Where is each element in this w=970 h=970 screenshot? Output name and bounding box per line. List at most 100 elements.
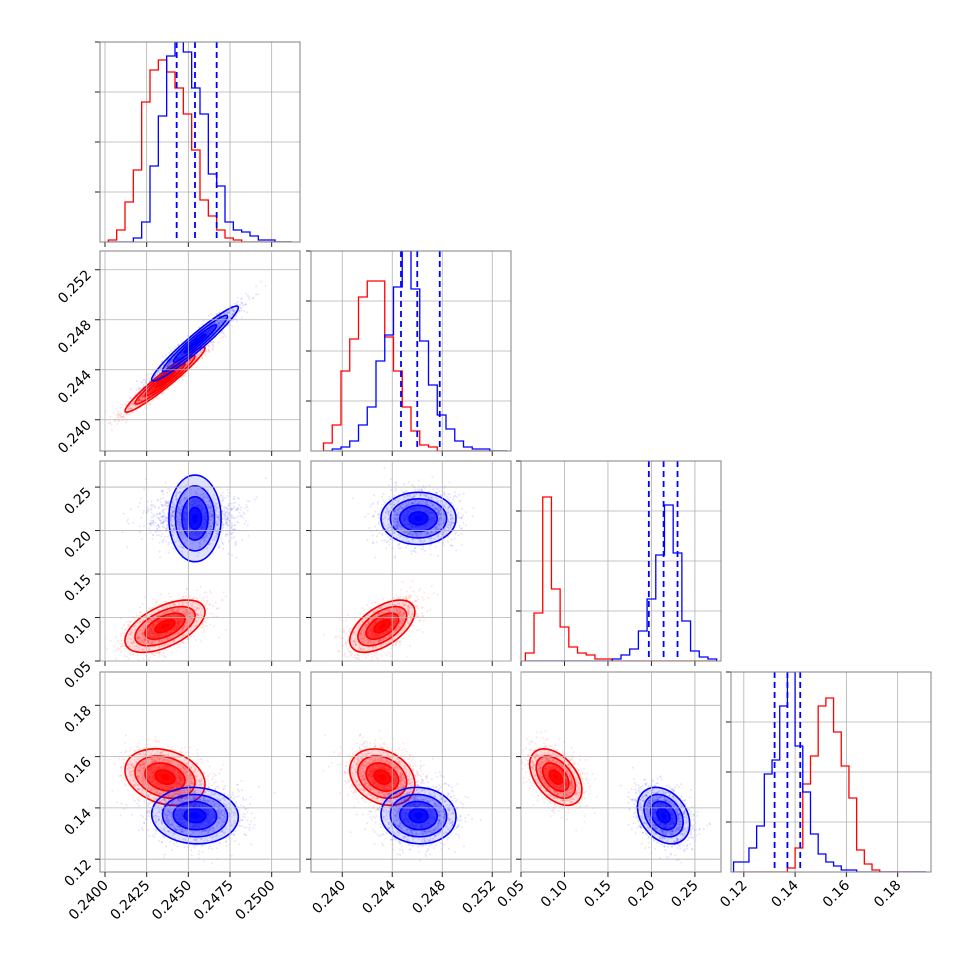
- hist-panel-3: [726, 671, 932, 877]
- hist-panel-0: [95, 41, 301, 247]
- contour: [124, 599, 206, 654]
- contour: [528, 748, 583, 807]
- hist-panel-1: [306, 250, 512, 456]
- panel-frame: [730, 671, 932, 873]
- y-tick-label: 0.252: [55, 267, 95, 307]
- density-red: [124, 748, 206, 807]
- contour: [548, 769, 564, 785]
- contour: [389, 498, 448, 539]
- density-red: [124, 599, 206, 654]
- panel-frame: [520, 460, 722, 662]
- contour: [656, 807, 671, 824]
- histogram-blue: [732, 672, 926, 872]
- density-red: [348, 599, 416, 654]
- y-tick-label: 0.12: [61, 857, 94, 890]
- y-tick-label: 0.16: [61, 754, 94, 787]
- contour: [535, 755, 577, 800]
- contour: [541, 762, 570, 793]
- panel-frame: [310, 250, 512, 452]
- density-blue: [150, 786, 240, 845]
- x-tick-label: 0.2425: [108, 878, 154, 924]
- contour: [380, 491, 457, 546]
- x-tick-label: 0.15: [581, 878, 614, 911]
- x-tick-label: 0.20: [625, 878, 658, 911]
- histogram-red: [322, 280, 508, 451]
- x-tick-label: 0.14: [769, 877, 802, 910]
- contour: [181, 495, 209, 541]
- histogram-red: [524, 496, 717, 661]
- density-blue: [380, 786, 457, 845]
- x-tick-label: 0.10: [538, 878, 571, 911]
- panel-frame: [99, 41, 301, 243]
- contour: [134, 755, 196, 800]
- contour: [380, 786, 457, 845]
- contour: [365, 612, 400, 641]
- contour: [408, 511, 429, 526]
- contour: [643, 793, 684, 838]
- y-tick-label: 0.15: [61, 572, 94, 605]
- density-red: [528, 748, 583, 807]
- contour: [408, 807, 429, 824]
- y-tick-label: 0.10: [61, 615, 94, 648]
- hist-panel-2: [516, 460, 722, 666]
- x-tick-label: 0.252: [459, 878, 499, 918]
- contour: [168, 474, 222, 563]
- contour: [134, 605, 196, 647]
- contour: [365, 762, 400, 793]
- panel-2-0: [99, 460, 301, 662]
- contour: [154, 370, 176, 389]
- y-tick-label: 0.240: [55, 417, 95, 457]
- histogram-blue: [323, 251, 508, 451]
- panel-1-0: [99, 250, 301, 452]
- contour: [154, 769, 176, 785]
- contour: [183, 807, 207, 824]
- contour: [172, 800, 218, 831]
- contour: [183, 333, 207, 354]
- x-tick-label: 0.25: [668, 878, 701, 911]
- contour: [348, 599, 416, 654]
- panel-3-2: [520, 671, 722, 873]
- x-tick-label: 0.240: [309, 878, 349, 918]
- contour: [373, 618, 392, 634]
- x-tick-label: 0.16: [820, 877, 853, 910]
- panel-frame: [310, 671, 512, 873]
- y-tick-label: 0.20: [61, 528, 94, 561]
- y-tick-label: 0.05: [61, 659, 94, 692]
- histogram-red: [733, 697, 926, 872]
- panel-2-1: [310, 460, 512, 662]
- y-tick-label: 0.25: [61, 485, 94, 518]
- density-blue: [168, 474, 222, 563]
- x-tick-label: 0.18: [871, 878, 904, 911]
- x-tick-label: 0.2450: [149, 878, 195, 924]
- contour: [150, 786, 240, 845]
- density-blue: [380, 491, 457, 546]
- x-tick-label: 0.244: [359, 877, 399, 917]
- contour: [124, 346, 206, 414]
- contour: [357, 605, 408, 647]
- contour: [154, 618, 176, 634]
- contour: [389, 793, 448, 838]
- y-tick-label: 0.244: [55, 367, 95, 407]
- histogram-blue: [525, 504, 718, 661]
- contour: [134, 354, 196, 405]
- y-tick-label: 0.18: [61, 703, 94, 736]
- y-tick-label: 0.14: [61, 805, 94, 838]
- contour: [144, 762, 186, 793]
- contour: [398, 504, 439, 533]
- contour: [398, 800, 439, 831]
- contour: [150, 305, 240, 382]
- panel-3-0: [99, 671, 301, 873]
- contour: [174, 485, 216, 552]
- y-tick-label: 0.248: [55, 317, 95, 357]
- panel-3-1: [310, 671, 512, 873]
- density-blue: [636, 786, 691, 845]
- contour: [172, 323, 218, 364]
- panel-frame: [99, 671, 301, 873]
- density-red: [124, 346, 206, 414]
- contour: [161, 793, 229, 838]
- x-tick-label: 0.2475: [191, 878, 237, 924]
- histogram-red: [107, 59, 292, 242]
- contour: [636, 786, 691, 845]
- x-tick-label: 0.2500: [233, 878, 279, 924]
